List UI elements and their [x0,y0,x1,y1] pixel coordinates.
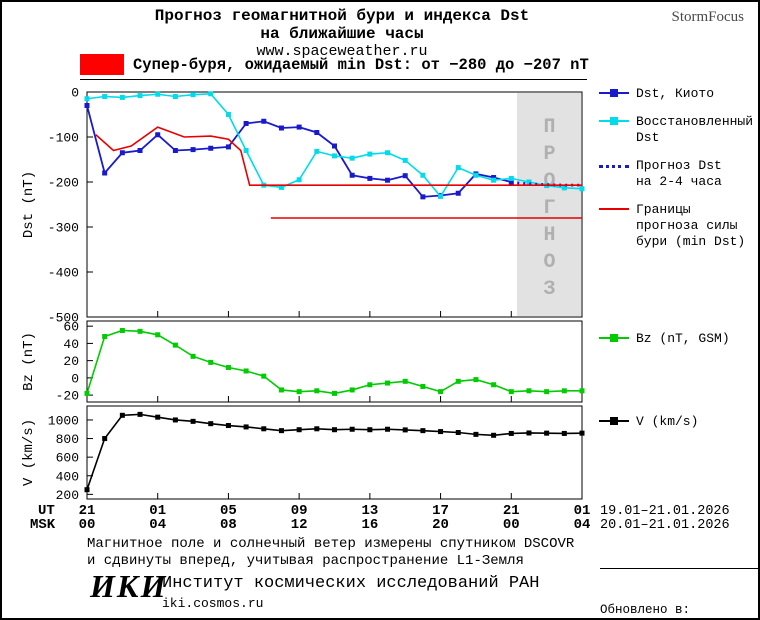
legend-label: Границы прогноза силы бури (min Dst) [636,202,746,249]
svg-text:П: П [543,116,555,139]
svg-text:04: 04 [574,517,591,533]
legend-item: Прогноз Dst на 2-4 часа [599,158,753,190]
svg-text:01: 01 [149,503,166,519]
svg-text:00: 00 [79,517,96,533]
svg-text:Р: Р [543,143,555,166]
svg-text:-400: -400 [48,266,79,281]
svg-text:UT: UT [38,503,55,519]
svg-text:1000: 1000 [48,413,79,428]
svg-text:З: З [543,278,555,301]
svg-text:17: 17 [432,503,449,519]
svg-text:13: 13 [361,503,378,519]
svg-text:09: 09 [291,503,308,519]
svg-text:05: 05 [220,503,237,519]
svg-text:20.01–21.01.2026: 20.01–21.01.2026 [600,518,730,533]
legend-bz: Bz (nT, GSM) [599,331,730,359]
legend-swatch-squares [599,331,629,346]
legend-swatch-squares [599,114,629,129]
updated-label: Обновлено в: [600,603,691,617]
legend-item: V (km/s) [599,414,698,430]
svg-text:40: 40 [63,337,79,352]
legend-dst: Dst, Киото Восстановленный Dst Прогноз Dst н… [599,86,753,262]
svg-text:21: 21 [79,503,96,519]
legend-label: Прогноз Dst на 2-4 часа [636,158,722,189]
svg-text:Bz (nT): Bz (nT) [21,332,37,391]
svg-text:О: О [543,170,555,193]
iki-logo: ИКИ [90,568,168,604]
website-text: www.spaceweather.ru [256,43,428,60]
svg-text:О: О [543,251,555,274]
page-subtitle: на ближайшие часы [260,25,424,43]
legend-swatch-line [599,202,629,217]
svg-text:20: 20 [63,354,79,369]
svg-text:-200: -200 [48,176,79,191]
svg-text:800: 800 [56,432,79,447]
legend-item: Границы прогноза силы бури (min Dst) [599,202,753,250]
svg-text:16: 16 [361,517,378,533]
svg-text:Dst (nT): Dst (nT) [21,171,37,238]
svg-text:-500: -500 [48,311,79,326]
svg-text:-100: -100 [48,131,79,146]
svg-text:08: 08 [220,517,237,533]
svg-text:-300: -300 [48,221,79,236]
page-title: Прогноз геомагнитной бури и индекса Dst [154,7,530,25]
svg-text:V (km/s): V (km/s) [21,419,37,486]
note-line2: и сдвинуты вперед, учитывая распростране… [87,553,524,569]
svg-text:04: 04 [149,517,166,533]
storm-alert-banner: Супер-буря, ожидаемый min Dst: от −280 д… [80,54,589,80]
storm-level-swatch [80,54,124,75]
legend-label: Dst, Киото [636,86,715,101]
storm-alert-text: Супер-буря, ожидаемый min Dst: от −280 д… [133,55,589,74]
svg-text:20: 20 [432,517,449,533]
svg-text:200: 200 [56,488,79,503]
svg-text:600: 600 [56,451,79,466]
svg-text:MSK: MSK [30,517,56,533]
legend-item: Dst, Киото [599,86,753,102]
legend-item: Bz (nT, GSM) [599,331,730,347]
brand-label: StormFocus [671,9,744,25]
svg-text:12: 12 [291,517,308,533]
legend-v: V (km/s) [599,414,698,442]
svg-text:60: 60 [63,320,79,335]
svg-text:Г: Г [543,197,555,220]
legend-label: V (km/s) [636,414,699,429]
svg-text:00: 00 [503,517,520,533]
institute-name: Институт космических исследований РАН [162,574,540,593]
svg-text:21: 21 [503,503,520,519]
note-line1: Магнитное поле и солнечный ветер измерен… [87,536,575,552]
institute-site: iki.cosmos.ru [162,596,264,611]
title-block: Прогноз геомагнитной бури и индекса Dst … [62,7,622,60]
legend-label: Bz (nT, GSM) [636,331,730,346]
updated-block: Обновлено в: UT 21:05, 20.01.2026 MSK 00… [600,568,758,618]
svg-text:-20: -20 [56,389,79,404]
svg-text:0: 0 [71,86,79,101]
legend-swatch-squares [599,414,629,429]
svg-text:01: 01 [574,503,591,519]
svg-text:0: 0 [71,371,79,386]
legend-swatch-squares [599,86,629,101]
svg-text:400: 400 [56,469,79,484]
legend-item: Восстановленный Dst [599,114,753,146]
legend-label: Восстановленный Dst [636,114,754,145]
svg-text:19.01–21.01.2026: 19.01–21.01.2026 [600,504,730,519]
svg-text:Н: Н [543,224,555,247]
legend-swatch-dotted [599,165,629,168]
data-source-note: Магнитное поле и солнечный ветер измерен… [87,536,574,570]
